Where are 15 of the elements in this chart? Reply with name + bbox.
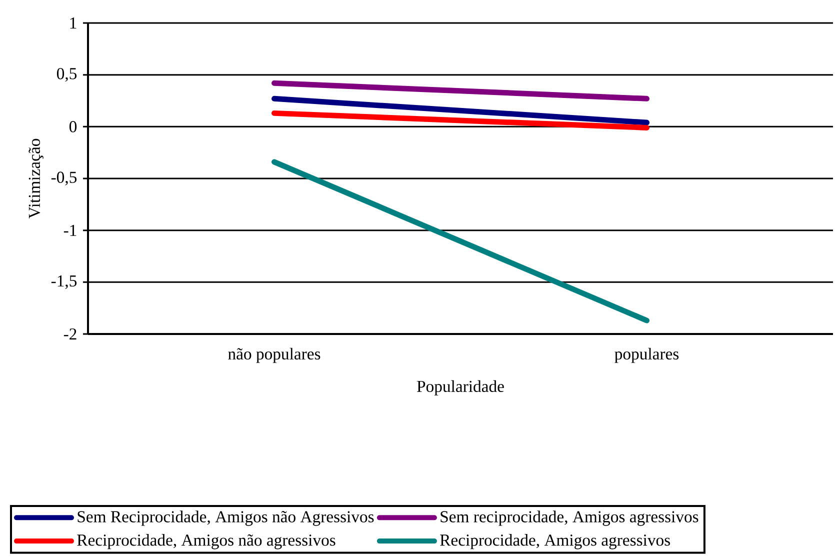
legend-label: Sem Reciprocidade, Amigos não Agressivos — [78, 510, 374, 526]
legend-label: Sem reciprocidade, Amigos agressivos — [440, 510, 698, 526]
y-tick-label: -1 — [64, 224, 76, 236]
y-tick-label: -1,5 — [51, 275, 77, 289]
y-tick-label: 1 — [70, 18, 76, 28]
x-tick-label: populares — [614, 348, 679, 363]
x-tick-label: não populares — [228, 348, 320, 363]
y-tick-label: 0,5 — [56, 68, 77, 82]
legend-label: Reciprocidade, Amigos não agressivos — [77, 534, 336, 550]
y-tick-label: 0 — [69, 121, 77, 132]
legend-label: Reciprocidade, Amigos agressivos — [440, 534, 670, 550]
y-tick-label: -2 — [64, 328, 76, 340]
y-tick-label: -0,5 — [51, 172, 77, 186]
y-axis-title: Vitimização — [28, 138, 44, 219]
x-axis-title: Popularidade — [417, 380, 504, 396]
